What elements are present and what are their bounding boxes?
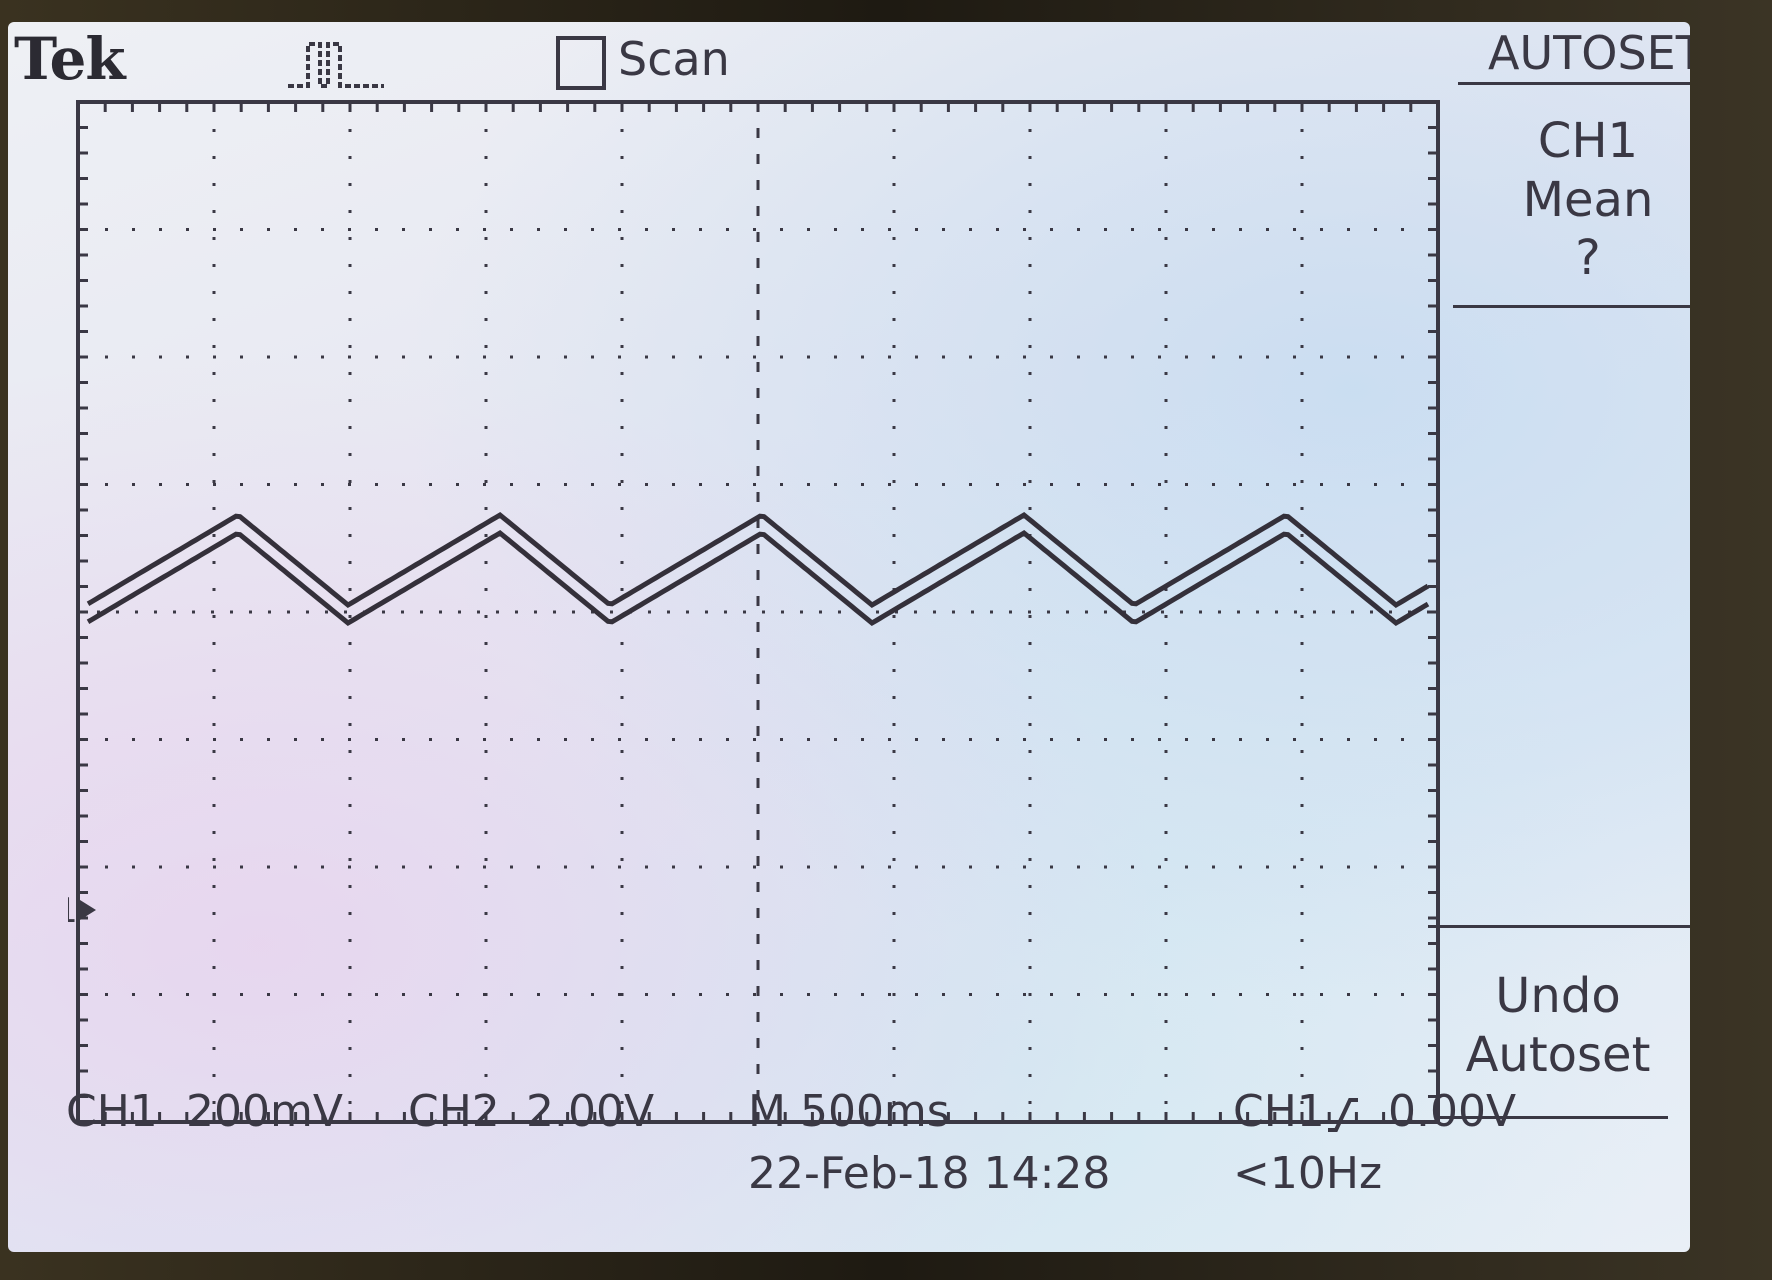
ch1-label: CH1 [66, 1086, 158, 1137]
ch1-ground-marker: 1 [68, 891, 78, 931]
acquire-mode-label: Scan [618, 32, 730, 86]
ch1-scale: 200mV [186, 1086, 343, 1137]
graticule-grid [76, 100, 1440, 1124]
ch2-label: CH2 [408, 1086, 500, 1137]
menu-divider [1458, 82, 1690, 85]
menu-divider [1428, 925, 1690, 928]
ch1-trace [86, 511, 1430, 609]
scan-checkbox[interactable] [556, 36, 606, 90]
menu-title: AUTOSET [1488, 26, 1690, 80]
menu-divider [1438, 1116, 1668, 1119]
ch1-mean-line1: CH1 [1537, 113, 1639, 169]
waveform-graticule: 1 [68, 100, 1440, 1124]
trigger-source: CH1 [1233, 1086, 1325, 1137]
ground-marker-arrow-icon [80, 900, 96, 920]
rising-edge-icon [1328, 1098, 1358, 1132]
undo-autoset-line1: Undo [1495, 968, 1621, 1024]
timebase: M 500ms [748, 1086, 950, 1137]
ch1-mean-line2: Mean [1522, 171, 1654, 228]
undo-autoset-menu-item[interactable]: Undo Autoset [1438, 967, 1678, 1084]
menu-divider [1453, 305, 1690, 308]
oscilloscope-screen: Tek Scan AUTOSET CH1 Mean ? Undo Autoset… [8, 22, 1690, 1252]
ch1-mean-line3: ? [1575, 230, 1601, 287]
ch1-mean-menu-item[interactable]: CH1 Mean ? [1458, 112, 1690, 288]
ch2-trace [86, 529, 1430, 627]
frequency-readout: <10Hz [1233, 1148, 1383, 1199]
brand-label: Tek [14, 25, 126, 93]
waveform-traces [86, 511, 1430, 627]
ch2-scale: 2.00V [526, 1086, 655, 1137]
undo-autoset-line2: Autoset [1465, 1026, 1651, 1083]
trigger-waveform-icon [288, 42, 384, 88]
datetime: 22-Feb-18 14:28 [748, 1148, 1111, 1199]
trigger-level: 0.00V [1388, 1086, 1517, 1137]
